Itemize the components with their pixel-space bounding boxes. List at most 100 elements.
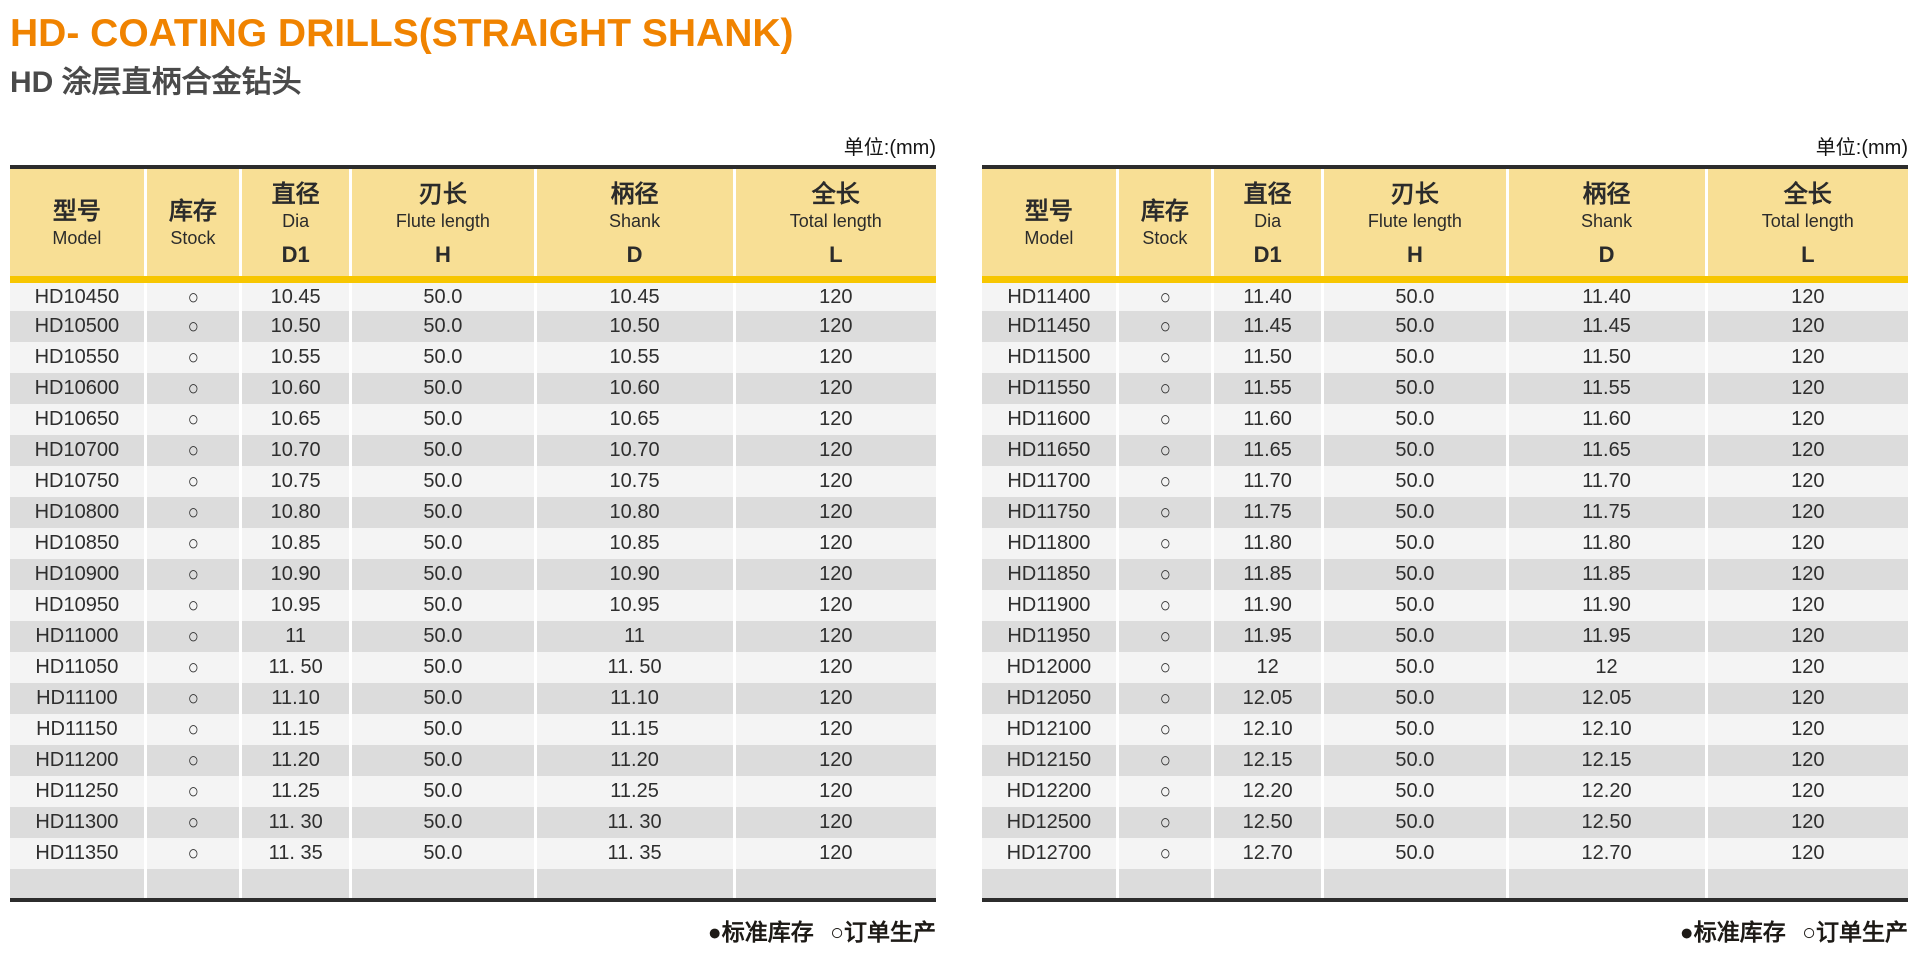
d1-cell: 11.25 [239, 775, 351, 807]
d1-cell: 12.50 [1211, 806, 1323, 838]
l-cell: 120 [1704, 341, 1908, 373]
stock-circle-icon: ○ [187, 438, 199, 462]
d-cell: 11.40 [1505, 279, 1707, 311]
drill-table-right: 单位:(mm) 型号 Model [982, 131, 1908, 947]
unit-label: 单位:(mm) [1815, 136, 1908, 159]
d-cell: 11. 50 [533, 651, 735, 683]
stock-circle-icon: ○ [187, 748, 199, 772]
h-cell: 50.0 [1321, 837, 1508, 869]
l-cell: 120 [732, 713, 936, 745]
empty-cell [1321, 868, 1508, 900]
empty-cell [982, 868, 1118, 900]
table-row: HD10750 ○ 10.75 50.0 10.75 120 [10, 465, 936, 497]
l-cell: 120 [732, 589, 936, 621]
table-row: HD10500 ○ 10.50 50.0 10.50 120 [10, 310, 936, 342]
d-cell: 11.80 [1505, 527, 1707, 559]
h-cell: 50.0 [349, 713, 536, 745]
stock-cell: ○ [1115, 806, 1213, 838]
d1-cell: 12.20 [1211, 775, 1323, 807]
model-cell: HD11250 [10, 775, 146, 807]
table-row: HD11100 ○ 11.10 50.0 11.10 120 [10, 682, 936, 714]
stock-circle-icon: ○ [1159, 655, 1171, 679]
h-cell: 50.0 [349, 341, 536, 373]
stock-cell: ○ [143, 403, 241, 435]
d-cell: 11.55 [1505, 372, 1707, 404]
table-row: HD11300 ○ 11. 30 50.0 11. 30 120 [10, 806, 936, 838]
stock-cell: ○ [143, 775, 241, 807]
table-row: HD10950 ○ 10.95 50.0 10.95 120 [10, 589, 936, 621]
d1-cell: 11.45 [1211, 310, 1323, 342]
model-cell: HD10700 [10, 434, 146, 466]
col-stock-en: Stock [1142, 227, 1188, 248]
col-stock-en: Stock [170, 227, 216, 248]
l-cell: 120 [1704, 837, 1908, 869]
stock-circle-icon: ○ [187, 285, 199, 309]
table-row: HD12200 ○ 12.20 50.0 12.20 120 [982, 775, 1908, 807]
stock-cell: ○ [1115, 558, 1213, 590]
d1-cell: 11.50 [1211, 341, 1323, 373]
table-row: HD10800 ○ 10.80 50.0 10.80 120 [10, 496, 936, 528]
h-cell: 50.0 [1321, 341, 1508, 373]
l-cell: 120 [1704, 465, 1908, 497]
h-cell: 50.0 [1321, 744, 1508, 776]
d-cell: 12.70 [1505, 837, 1707, 869]
model-cell: HD11600 [982, 403, 1118, 435]
model-cell: HD10600 [10, 372, 146, 404]
h-cell: 50.0 [349, 496, 536, 528]
d1-cell: 11.70 [1211, 465, 1323, 497]
l-cell: 120 [1704, 558, 1908, 590]
table-row: HD11150 ○ 11.15 50.0 11.15 120 [10, 713, 936, 745]
l-cell: 120 [732, 434, 936, 466]
d1-cell: 11 [239, 620, 351, 652]
col-header-flute: 刃长 Flute length H [349, 166, 536, 284]
legend-standard-stock: ●标准库存 [707, 918, 814, 945]
l-cell: 120 [1704, 651, 1908, 683]
col-header-model: 型号 Model [982, 166, 1118, 284]
d-cell: 11.50 [1505, 341, 1707, 373]
col-model-zh: 型号 [1024, 197, 1073, 225]
empty-cell [732, 868, 936, 900]
d1-cell: 11.55 [1211, 372, 1323, 404]
table-body: HD11400 ○ 11.40 50.0 11.40 120 HD11450 ○ 11.45 50… [982, 279, 1908, 900]
stock-cell: ○ [1115, 434, 1213, 466]
l-cell: 120 [1704, 620, 1908, 652]
stock-circle-icon: ○ [1159, 314, 1171, 338]
model-cell: HD11300 [10, 806, 146, 838]
table-row: HD11800 ○ 11.80 50.0 11.80 120 [982, 527, 1908, 559]
stock-circle-icon: ○ [1159, 438, 1171, 462]
d-cell: 11. 30 [533, 806, 735, 838]
d1-cell: 11.40 [1211, 279, 1323, 311]
table-row: HD11650 ○ 11.65 50.0 11.65 120 [982, 434, 1908, 466]
table-row: HD11400 ○ 11.40 50.0 11.40 120 [982, 279, 1908, 311]
l-cell: 120 [1704, 589, 1908, 621]
table-row: HD11750 ○ 11.75 50.0 11.75 120 [982, 496, 1908, 528]
d-cell: 12.20 [1505, 775, 1707, 807]
table-row: HD12000 ○ 12 50.0 12 120 [982, 651, 1908, 683]
stock-cell: ○ [143, 279, 241, 311]
d-cell: 11.95 [1505, 620, 1707, 652]
table-row: HD10450 ○ 10.45 50.0 10.45 120 [10, 279, 936, 311]
stock-circle-icon: ○ [1159, 810, 1171, 834]
empty-cell [1115, 868, 1213, 900]
d1-cell: 11.60 [1211, 403, 1323, 435]
d1-cell: 10.70 [239, 434, 351, 466]
table-row: HD11200 ○ 11.20 50.0 11.20 120 [10, 744, 936, 776]
stock-cell: ○ [1115, 403, 1213, 435]
empty-row [10, 868, 936, 900]
stock-circle-icon: ○ [187, 593, 199, 617]
stock-circle-icon: ○ [187, 655, 199, 679]
stock-cell: ○ [143, 341, 241, 373]
col-total-symbol: L [1801, 242, 1815, 268]
col-header-stock: 库存 Stock [1115, 166, 1213, 284]
drill-table-left: 单位:(mm) 型号 Model [10, 131, 936, 947]
stock-cell: ○ [1115, 465, 1213, 497]
table-row: HD11700 ○ 11.70 50.0 11.70 120 [982, 465, 1908, 497]
model-cell: HD11950 [982, 620, 1118, 652]
stock-circle-icon: ○ [187, 686, 199, 710]
col-dia-symbol: D1 [281, 242, 310, 268]
col-shank-symbol: D [626, 242, 643, 268]
l-cell: 120 [1704, 806, 1908, 838]
model-cell: HD10800 [10, 496, 146, 528]
model-cell: HD12100 [982, 713, 1118, 745]
